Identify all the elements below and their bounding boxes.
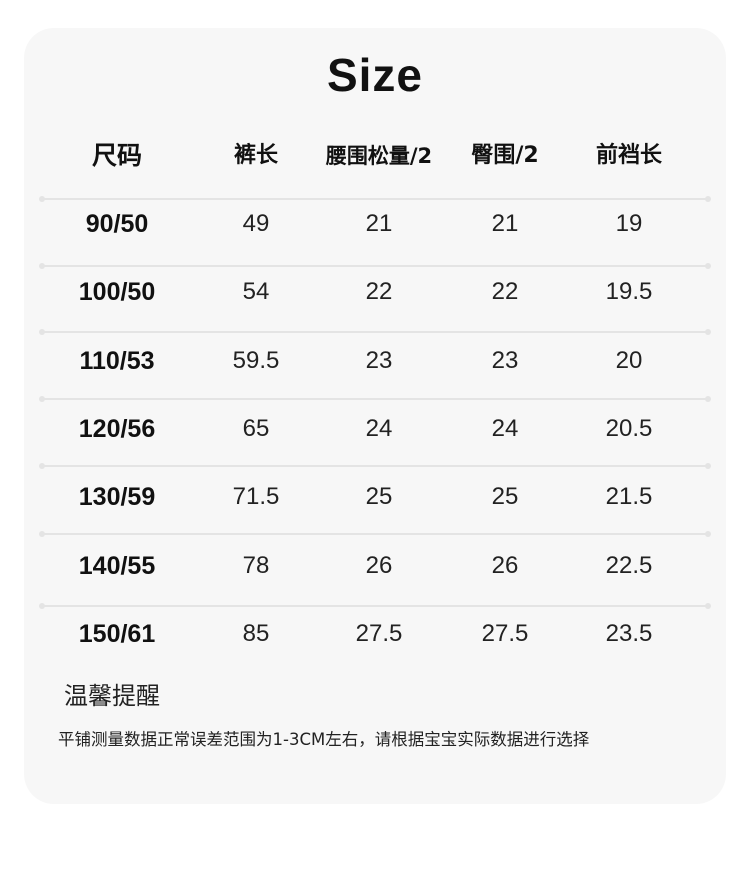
cell-hip: 23 — [491, 347, 519, 374]
table-row: 100/50 54 22 22 19.5 — [0, 258, 750, 326]
table-row: 110/53 59.5 23 23 20 — [0, 327, 750, 395]
table-row: 150/61 85 27.5 27.5 23.5 — [0, 600, 750, 668]
row-divider — [39, 263, 711, 269]
cell-size: 100/50 — [78, 278, 156, 306]
row-divider — [39, 329, 711, 335]
cell-front-rise: 23.5 — [605, 620, 653, 647]
table-row: 140/55 78 26 26 22.5 — [0, 532, 750, 600]
table-row: 90/50 49 21 21 19 — [0, 190, 750, 258]
cell-pants-length: 54 — [242, 278, 270, 305]
header-waist: 腰围松量/2 — [325, 144, 433, 168]
cell-size: 90/50 — [85, 210, 149, 238]
row-divider — [39, 603, 711, 609]
cell-pants-length: 59.5 — [232, 347, 280, 374]
cell-front-rise: 19 — [615, 210, 643, 237]
cell-front-rise: 19.5 — [605, 278, 653, 305]
cell-pants-length: 85 — [242, 620, 270, 647]
cell-waist: 27.5 — [355, 620, 403, 647]
row-divider — [39, 531, 711, 537]
cell-front-rise: 22.5 — [605, 552, 653, 579]
row-divider — [39, 463, 711, 469]
cell-pants-length: 65 — [242, 415, 270, 442]
cell-hip: 24 — [491, 415, 519, 442]
table-header: 尺码 裤长 腰围松量/2 臀围/2 前裆长 — [0, 122, 750, 190]
cell-size: 110/53 — [79, 347, 155, 375]
cell-hip: 26 — [491, 552, 519, 579]
table-row: 120/56 65 24 24 20.5 — [0, 395, 750, 463]
cell-waist: 25 — [365, 483, 393, 510]
size-chart-card — [24, 28, 726, 804]
cell-hip: 21 — [491, 210, 519, 237]
cell-waist: 22 — [365, 278, 393, 305]
note-text: 平铺测量数据正常误差范围为1-3CM左右，请根据宝宝实际数据进行选择 — [58, 730, 590, 749]
cell-size: 150/61 — [78, 620, 156, 648]
row-divider — [39, 396, 711, 402]
cell-front-rise: 20 — [615, 347, 643, 374]
cell-waist: 21 — [365, 210, 393, 237]
row-divider — [39, 196, 711, 202]
page-title: Size — [326, 49, 424, 101]
cell-hip: 22 — [491, 278, 519, 305]
cell-pants-length: 49 — [242, 210, 270, 237]
cell-waist: 23 — [365, 347, 393, 374]
header-pants-length: 裤长 — [233, 143, 278, 168]
header-hip: 臀围/2 — [471, 143, 539, 168]
cell-size: 140/55 — [78, 552, 156, 580]
table-row: 130/59 71.5 25 25 21.5 — [0, 463, 750, 531]
cell-waist: 24 — [365, 415, 393, 442]
cell-size: 130/59 — [78, 483, 156, 511]
cell-hip: 27.5 — [481, 620, 529, 647]
header-size: 尺码 — [91, 141, 142, 170]
cell-size: 120/56 — [78, 415, 156, 443]
cell-front-rise: 20.5 — [605, 415, 653, 442]
note-title: 温馨提醒 — [64, 682, 160, 710]
cell-pants-length: 71.5 — [232, 483, 280, 510]
cell-waist: 26 — [365, 552, 393, 579]
cell-front-rise: 21.5 — [605, 483, 653, 510]
header-front-rise: 前裆长 — [595, 143, 662, 168]
cell-pants-length: 78 — [242, 552, 270, 579]
cell-hip: 25 — [491, 483, 519, 510]
